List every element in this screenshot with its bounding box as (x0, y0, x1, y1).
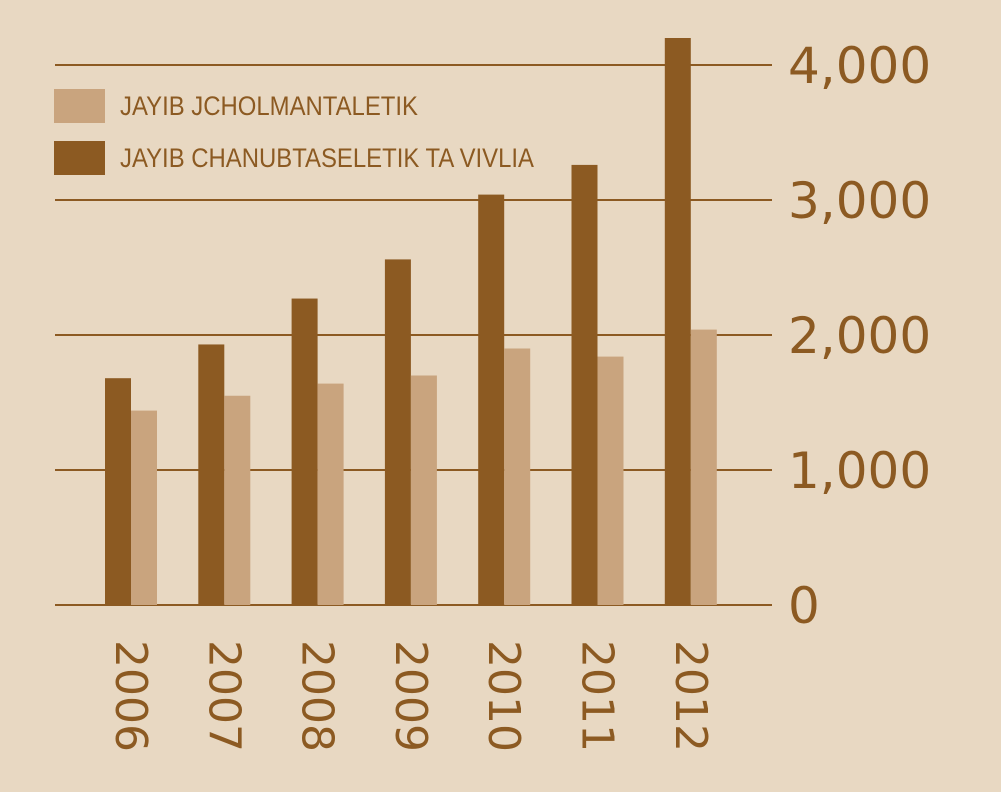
x-tick-label: 2012 (665, 640, 716, 752)
bar-2006-series-1 (131, 410, 157, 605)
x-tick-label: 2009 (385, 640, 436, 752)
gridlines (55, 64, 772, 606)
y-tick-label: 0 (788, 577, 820, 635)
x-tick-label: 2006 (105, 640, 156, 752)
x-tick-label: 2008 (292, 640, 343, 752)
y-axis-ticks: 0 1,000 2,000 3,000 4,000 (788, 37, 931, 635)
legend-label-0: JAYIB CHANUBTASELETIK TA VIVLIA (120, 143, 534, 173)
bar-2010-series-1 (504, 348, 531, 605)
bar-2007-series-1 (224, 395, 251, 605)
bar-2008-series-1 (317, 383, 344, 605)
y-tick-label: 4,000 (788, 37, 931, 95)
bar-2006-series-0 (105, 378, 131, 605)
bar-2007-series-0 (198, 344, 225, 605)
x-tick-label: 2010 (478, 640, 529, 752)
bar-2012-series-1 (690, 329, 717, 605)
legend-swatch-1 (54, 89, 105, 123)
x-tick-label: 2007 (198, 640, 249, 752)
legend-swatch-0 (54, 141, 105, 175)
bar-2011-series-1 (597, 356, 624, 605)
legend-label-1: JAYIB JCHOLMANTALETIK (120, 91, 418, 121)
bar-2011-series-0 (571, 164, 598, 605)
bars (105, 38, 717, 605)
bar-2012-series-0 (664, 38, 691, 605)
legend: JAYIB JCHOLMANTALETIK JAYIB CHANUBTASELET… (54, 89, 534, 175)
bar-2009-series-1 (410, 375, 437, 605)
y-tick-label: 3,000 (788, 172, 931, 230)
x-axis-ticks: 2006 2007 2008 2009 2010 2011 2012 (105, 640, 716, 752)
x-tick-label: 2011 (572, 640, 623, 752)
y-tick-label: 1,000 (788, 442, 931, 500)
bar-2009-series-0 (384, 259, 411, 605)
bar-2008-series-0 (291, 298, 318, 605)
bar-2010-series-0 (478, 194, 505, 605)
y-tick-label: 2,000 (788, 307, 931, 365)
